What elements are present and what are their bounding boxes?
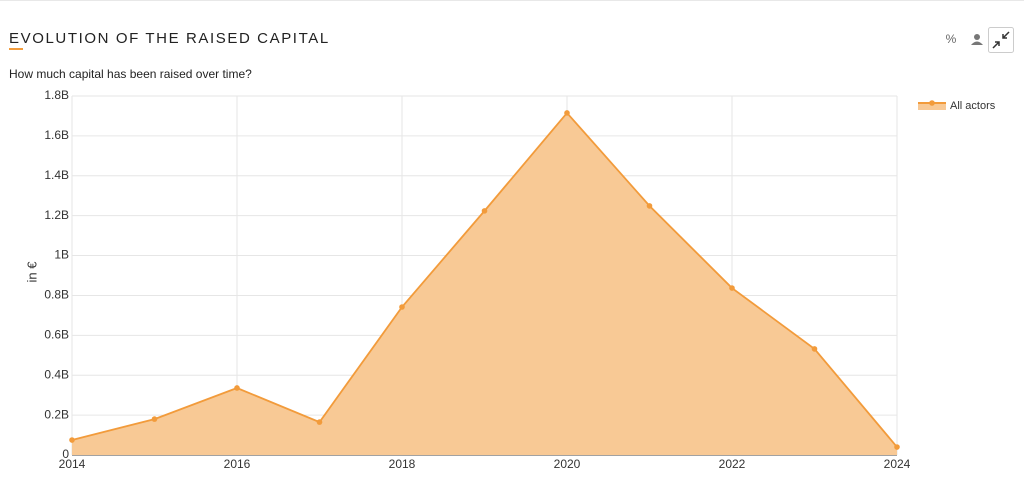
y-tick-label: 0 (62, 447, 69, 461)
y-tick-label: 1.8B (44, 88, 69, 102)
chart-title: EVOLUTION OF THE RAISED CAPITAL (9, 30, 330, 47)
point (894, 444, 900, 450)
point (69, 437, 75, 443)
percent-toggle[interactable]: % (946, 32, 957, 46)
x-tick-label: 2020 (554, 457, 581, 471)
x-tick-label: 2016 (224, 457, 251, 471)
collapse-button[interactable] (988, 27, 1014, 53)
legend-swatch (918, 102, 946, 110)
collapse-icon (992, 31, 1010, 49)
chart-subtitle: How much capital has been raised over ti… (9, 67, 252, 81)
point (234, 385, 240, 391)
collapse-button-frame (988, 27, 1014, 53)
title-underline (9, 48, 23, 50)
user-icon-head (974, 34, 980, 40)
point (564, 110, 570, 116)
point (646, 203, 653, 209)
x-tick-label: 2024 (884, 457, 911, 471)
x-tick-label: 2014 (59, 457, 86, 471)
y-tick-label: 0.4B (44, 367, 69, 381)
user-icon-body (971, 41, 983, 45)
point (399, 304, 405, 310)
x-tick-label: 2022 (719, 457, 746, 471)
point (316, 419, 323, 425)
user-icon[interactable] (971, 34, 983, 45)
legend-label: All actors (950, 100, 996, 112)
y-tick-label: 1.4B (44, 168, 69, 182)
x-tick-label: 2018 (389, 457, 416, 471)
y-tick-label: 0.8B (44, 288, 69, 302)
y-tick-label: 1B (54, 248, 69, 262)
y-tick-label: 0.6B (44, 328, 69, 342)
point (481, 208, 488, 214)
y-tick-label: 0.2B (44, 407, 69, 421)
legend-marker (929, 100, 935, 106)
point (811, 346, 818, 352)
point (151, 416, 158, 422)
y-axis-label: in € (24, 261, 39, 283)
y-tick-label: 1.6B (44, 128, 69, 142)
y-tick-label: 1.2B (44, 208, 69, 222)
area (72, 112, 897, 456)
point (729, 285, 735, 291)
